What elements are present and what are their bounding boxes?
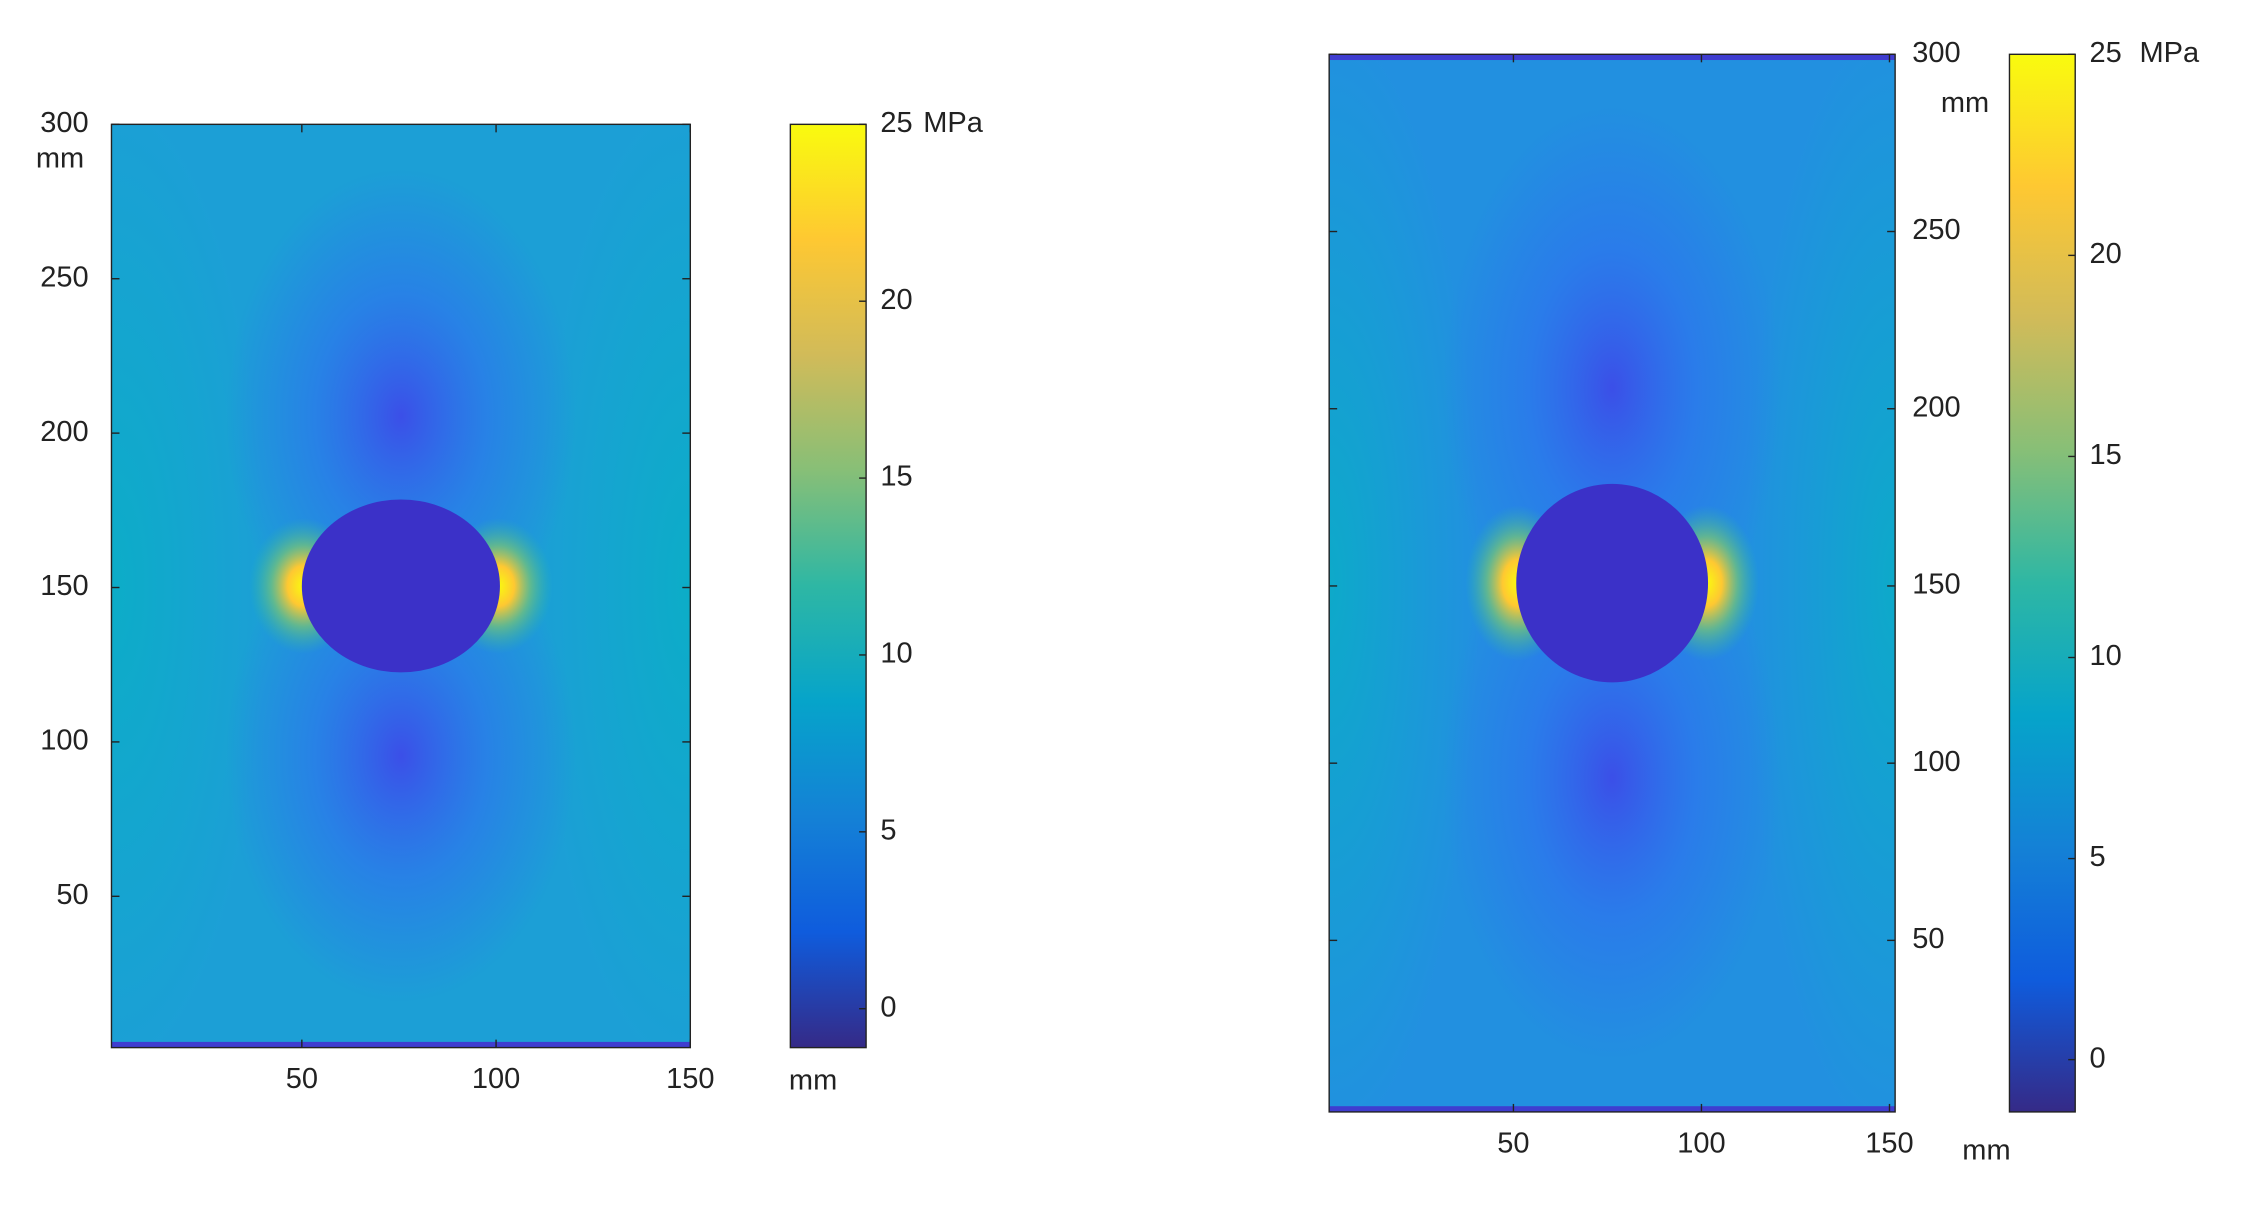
y-tick-label: 250 xyxy=(1912,214,1960,246)
colorbar-tick-label: 0 xyxy=(2090,1042,2106,1074)
colorbar-tick-label: 20 xyxy=(880,284,912,316)
colorbar-tick-label: 5 xyxy=(2090,841,2106,873)
x-axis-label: mm xyxy=(789,1065,837,1097)
x-tick-label: 150 xyxy=(666,1063,714,1095)
y-tick-label: 200 xyxy=(1912,391,1960,423)
y-tick-label: 300 xyxy=(40,107,88,139)
y-tick-label: 100 xyxy=(40,725,88,757)
y-axis-label: mm xyxy=(36,143,84,175)
side-band xyxy=(534,124,691,1048)
axes-box xyxy=(1328,53,1896,1113)
hole xyxy=(301,499,500,673)
colorbar-tick-label: 25 xyxy=(880,107,912,139)
x-tick-label: 100 xyxy=(472,1063,520,1095)
colorbar-label: MPa xyxy=(923,107,984,139)
colorbar-tick-label: 15 xyxy=(880,461,912,493)
y-tick-label: 250 xyxy=(40,261,88,293)
colorbar-tick-label: 20 xyxy=(2090,238,2122,270)
heatmap: 50 100 150 50 100 150 200 250 300 mm mm 0 5 10 15 20 25 M… xyxy=(36,107,984,1097)
y-tick-label: 50 xyxy=(56,879,88,911)
y-tick-label: 50 xyxy=(1912,923,1944,955)
stress-field xyxy=(111,124,691,1048)
y-tick-label: 300 xyxy=(1912,37,1960,69)
x-tick-label: 50 xyxy=(1497,1127,1529,1159)
stress-field xyxy=(1329,54,1896,1112)
colorbar-label: MPa xyxy=(2140,37,2201,69)
colorbar-tick-label: 5 xyxy=(880,814,896,846)
y-tick-label: 200 xyxy=(40,416,88,448)
colorbar xyxy=(789,123,867,1049)
side-band xyxy=(111,124,267,1048)
y-tick-label: 150 xyxy=(1912,569,1960,601)
side-band xyxy=(1744,54,1896,1112)
colorbar xyxy=(2008,53,2076,1113)
y-axis-label: mm xyxy=(1941,87,1989,119)
side-band xyxy=(1329,54,1480,1112)
x-tick-label: 150 xyxy=(1865,1127,1913,1159)
colorbar-tick-label: 25 xyxy=(2090,37,2122,69)
colorbar-tick-label: 0 xyxy=(880,991,896,1023)
colorbar-tick-label: 10 xyxy=(2090,640,2122,672)
x-axis-label: mm xyxy=(1962,1135,2010,1167)
x-tick-label: 50 xyxy=(286,1063,318,1095)
hole xyxy=(1516,483,1709,683)
heatmap: 50 100 150 50 100 150 200 250 300 mm mm 0 5 10 15 20 25 M… xyxy=(1328,37,2201,1167)
colorbar-tick-label: 10 xyxy=(880,638,912,670)
y-tick-label: 100 xyxy=(1912,746,1960,778)
edge-band xyxy=(1329,54,1896,61)
colorbar-tick-label: 15 xyxy=(2090,439,2122,471)
edge-band xyxy=(1329,1106,1896,1112)
edge-band xyxy=(111,1041,691,1048)
x-tick-label: 100 xyxy=(1677,1127,1725,1159)
y-tick-label: 150 xyxy=(40,570,88,602)
axes-box xyxy=(110,123,692,1049)
